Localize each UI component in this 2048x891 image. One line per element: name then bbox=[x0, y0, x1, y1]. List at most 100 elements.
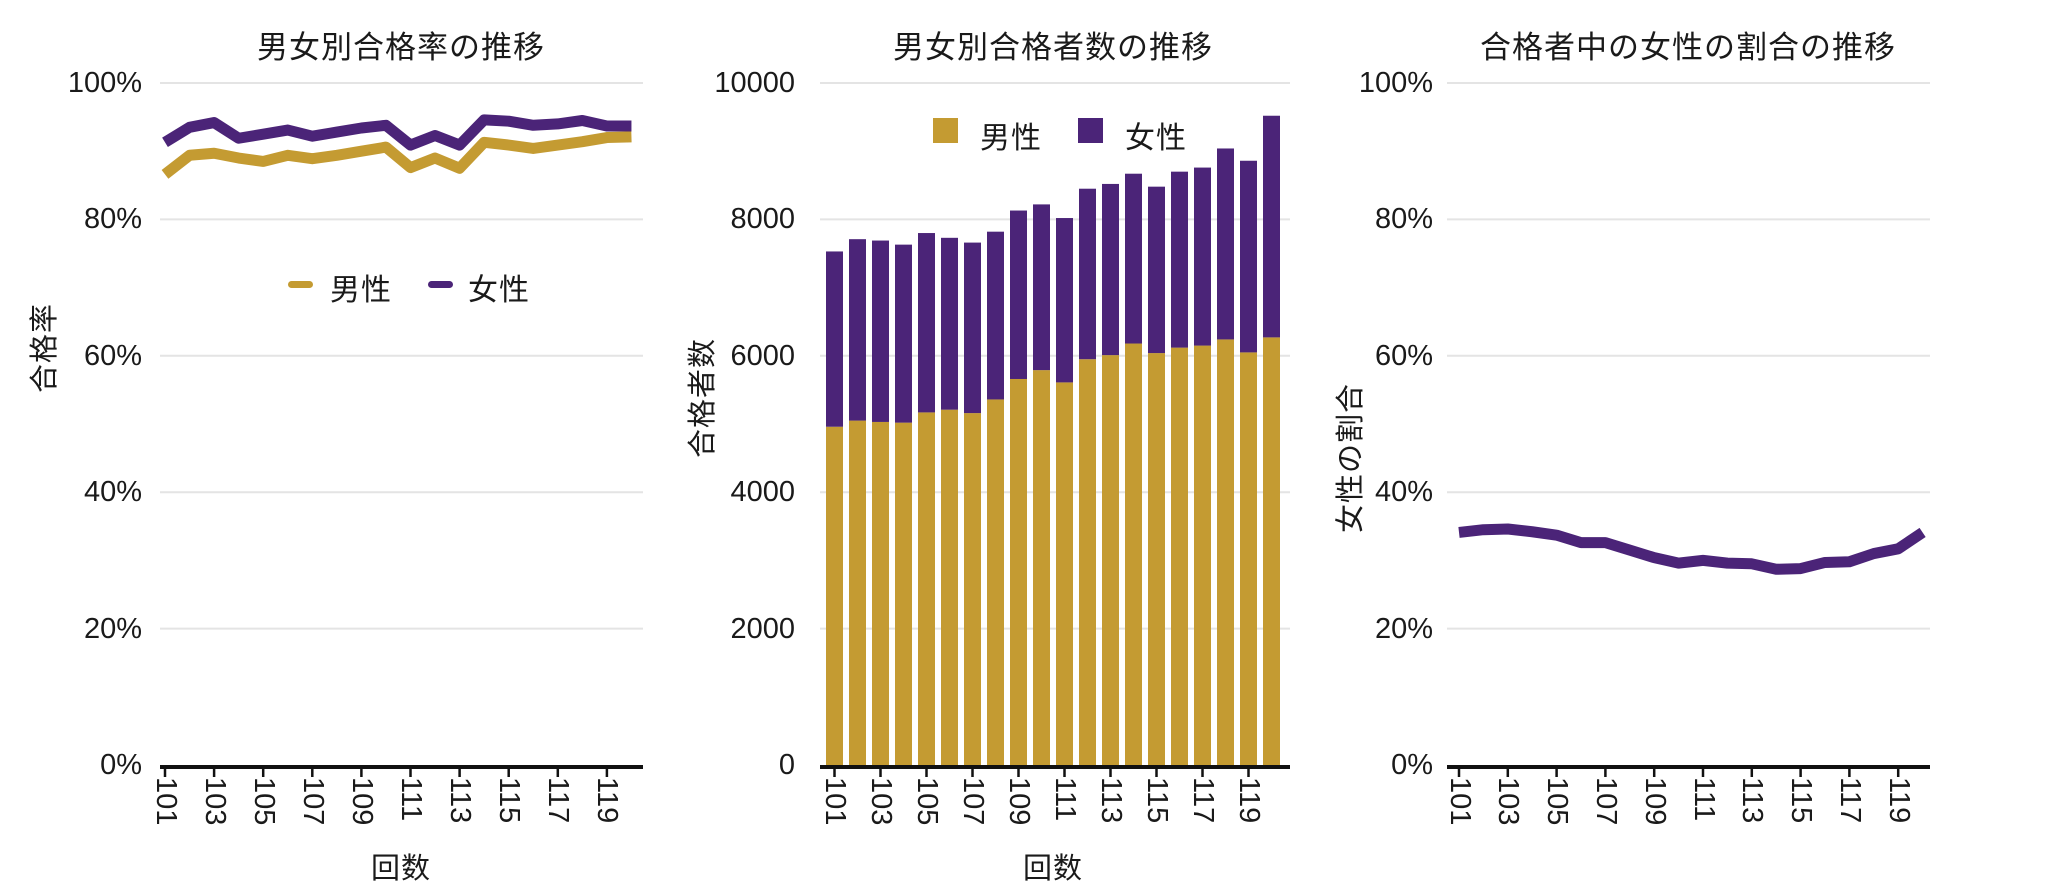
y-tick-label-10000: 10000 bbox=[714, 67, 795, 99]
bar-male-106 bbox=[941, 409, 958, 765]
bar-male-101 bbox=[826, 426, 843, 765]
bar-male-112 bbox=[1079, 359, 1096, 765]
bar-female-110 bbox=[1033, 204, 1050, 371]
bar-male-119 bbox=[1240, 352, 1257, 765]
bar-female-109 bbox=[1010, 210, 1027, 379]
bar-female-103 bbox=[872, 240, 889, 422]
bar-male-116 bbox=[1171, 347, 1188, 765]
bar-female-116 bbox=[1171, 171, 1188, 348]
bar-male-102 bbox=[849, 420, 866, 765]
x-tick-label-115: 115 bbox=[493, 777, 526, 824]
bar-female-107 bbox=[964, 242, 981, 414]
x-tick-label-115: 115 bbox=[1785, 777, 1818, 824]
y-tick-label-60pct: 60% bbox=[1374, 339, 1433, 372]
pass-count-legend-female-swatch bbox=[1078, 118, 1103, 143]
bar-male-118 bbox=[1217, 339, 1234, 765]
bar-male-117 bbox=[1194, 345, 1211, 765]
pass-rate-legend-female-label: 女性 bbox=[468, 274, 530, 307]
bar-female-102 bbox=[849, 239, 866, 421]
bar-female-119 bbox=[1240, 160, 1257, 353]
bar-female-117 bbox=[1194, 167, 1211, 346]
pass-count-legend-male-label: 男性 bbox=[980, 122, 1042, 155]
x-tick-label-119: 119 bbox=[1882, 777, 1915, 824]
y-tick-label-4000: 4000 bbox=[730, 476, 795, 509]
y-tick-label-20pct: 20% bbox=[1374, 612, 1433, 645]
x-tick-label-101: 101 bbox=[149, 777, 182, 826]
pass-rate-chart-title: 男女別合格率の推移 bbox=[257, 30, 545, 65]
x-tick-label-111: 111 bbox=[395, 777, 427, 822]
x-tick-label-113: 113 bbox=[1736, 777, 1769, 824]
bar-male-105 bbox=[918, 412, 935, 765]
pass-count-y-axis-title: 合格者数 bbox=[687, 338, 719, 459]
y-tick-label-0pct: 0% bbox=[1391, 749, 1433, 781]
y-tick-label-6000: 6000 bbox=[730, 339, 795, 372]
y-tick-label-100pct: 100% bbox=[67, 67, 142, 99]
bar-male-111 bbox=[1056, 382, 1073, 765]
x-tick-label-109: 109 bbox=[345, 777, 378, 826]
bar-male-108 bbox=[987, 399, 1004, 765]
bar-female-113 bbox=[1102, 183, 1119, 356]
pass-rate-legend-male-swatch bbox=[288, 281, 313, 288]
y-tick-label-80pct: 80% bbox=[83, 203, 142, 236]
bar-female-105 bbox=[918, 233, 935, 413]
bar-female-115 bbox=[1148, 186, 1165, 354]
bar-female-112 bbox=[1079, 188, 1096, 360]
bar-female-108 bbox=[987, 231, 1004, 400]
x-tick-label-111: 111 bbox=[1049, 777, 1081, 822]
y-tick-label-40pct: 40% bbox=[1374, 476, 1433, 509]
female-share-chart-title: 合格者中の女性の割合の推移 bbox=[1480, 30, 1896, 65]
male-rate-line bbox=[161, 131, 632, 179]
x-tick-label-107: 107 bbox=[1589, 777, 1622, 826]
y-tick-label-20pct: 20% bbox=[83, 612, 142, 645]
pass-rate-legend-female-swatch bbox=[428, 281, 453, 288]
pass-count-legend-female-label: 女性 bbox=[1125, 122, 1187, 155]
x-tick-label-101: 101 bbox=[1443, 777, 1476, 826]
bar-female-101 bbox=[826, 251, 843, 427]
x-tick-label-109: 109 bbox=[1638, 777, 1671, 826]
bar-male-109 bbox=[1010, 378, 1027, 765]
bar-male-103 bbox=[872, 421, 889, 765]
pass-count-legend-male-swatch bbox=[933, 118, 958, 143]
x-tick-label-103: 103 bbox=[198, 777, 231, 826]
x-tick-label-107: 107 bbox=[296, 777, 329, 826]
x-tick-label-107: 107 bbox=[957, 777, 989, 826]
y-tick-label-0: 0 bbox=[778, 749, 795, 781]
bar-male-104 bbox=[895, 422, 912, 765]
bar-male-107 bbox=[964, 413, 981, 765]
y-tick-label-60pct: 60% bbox=[83, 339, 142, 372]
y-tick-label-40pct: 40% bbox=[83, 476, 142, 509]
x-tick-label-117: 117 bbox=[1833, 777, 1866, 824]
bar-male-120 bbox=[1263, 337, 1280, 765]
y-tick-label-0pct: 0% bbox=[100, 749, 142, 781]
x-tick-label-103: 103 bbox=[865, 777, 897, 826]
x-tick-label-117: 117 bbox=[542, 777, 575, 824]
bar-male-110 bbox=[1033, 370, 1050, 765]
x-tick-label-119: 119 bbox=[591, 777, 624, 824]
bar-male-114 bbox=[1125, 343, 1142, 765]
y-tick-label-80pct: 80% bbox=[1374, 203, 1433, 236]
x-tick-label-117: 117 bbox=[1187, 777, 1219, 824]
bar-female-114 bbox=[1125, 173, 1142, 344]
x-tick-label-105: 105 bbox=[911, 777, 943, 826]
x-tick-label-109: 109 bbox=[1003, 777, 1035, 826]
x-tick-label-115: 115 bbox=[1141, 777, 1173, 824]
x-tick-label-105: 105 bbox=[1541, 777, 1574, 826]
bar-male-113 bbox=[1102, 355, 1119, 765]
y-tick-label-100pct: 100% bbox=[1358, 67, 1433, 99]
bar-female-120 bbox=[1263, 115, 1280, 338]
x-tick-label-113: 113 bbox=[1095, 777, 1127, 824]
x-tick-label-103: 103 bbox=[1492, 777, 1525, 826]
y-tick-label-8000: 8000 bbox=[730, 203, 795, 236]
bar-female-111 bbox=[1056, 218, 1073, 383]
x-tick-label-119: 119 bbox=[1233, 777, 1265, 824]
y-tick-label-2000: 2000 bbox=[730, 612, 795, 645]
bar-female-106 bbox=[941, 237, 958, 410]
bar-female-104 bbox=[895, 244, 912, 423]
x-tick-label-113: 113 bbox=[444, 777, 477, 824]
bar-male-115 bbox=[1148, 353, 1165, 765]
x-tick-label-111: 111 bbox=[1687, 777, 1720, 822]
pass-count-chart-title: 男女別合格者数の推移 bbox=[893, 30, 1213, 65]
pass-rate-x-axis-title: 回数 bbox=[370, 853, 432, 885]
